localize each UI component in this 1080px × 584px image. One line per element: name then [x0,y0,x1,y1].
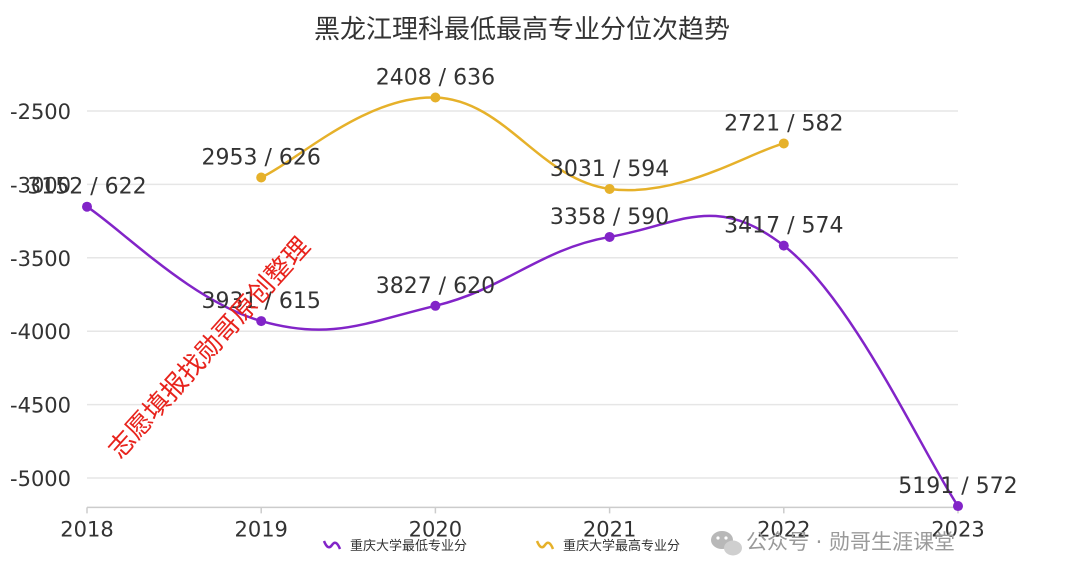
data-label: 3417 / 574 [724,214,843,239]
data-label: 3031 / 594 [550,157,669,182]
legend-symbol [322,540,342,550]
x-tick-label: 2019 [234,517,287,541]
x-tick-label: 2021 [583,517,636,541]
data-label: 2408 / 636 [376,65,495,90]
watermark-text: 志愿填报找勋哥原创整理 [103,232,317,465]
y-axis: -2500 -3000 -3500 -4000 -4500 -5000 [10,100,71,491]
series-layer [82,92,963,512]
data-point [604,183,615,194]
legend-label: 重庆大学最低专业分 [350,538,467,554]
y-tick-label: -4000 [10,320,71,344]
legend[interactable]: 重庆大学最低专业分 重庆大学最高专业分 [322,538,680,554]
footer: 公众号 · 勋哥生涯课堂 [711,530,955,556]
footer-text: 公众号 · 勋哥生涯课堂 [746,530,955,554]
x-tick-label: 2023 [931,517,984,541]
x-tick-label: 2020 [409,517,462,541]
data-point [778,240,789,251]
data-point [256,172,267,183]
data-label: 3931 / 615 [202,289,321,314]
data-point [430,300,441,311]
data-point [430,92,441,103]
data-label: 2953 / 626 [202,146,321,171]
data-label: 3152 / 622 [27,175,146,200]
data-point [778,138,789,149]
data-point [82,201,92,212]
data-label: 3827 / 620 [376,274,495,299]
y-tick-label: -5000 [10,467,71,491]
data-label: 2721 / 582 [724,111,843,136]
series-line-2 [260,96,785,192]
x-axis: 2018 2019 2020 2021 2022 2023 [60,506,985,541]
data-point [604,231,615,242]
wechat-icon [711,531,742,556]
chart-title: 黑龙江理科最低最高专业分位次趋势 [314,15,730,45]
legend-label: 重庆大学最高专业分 [563,538,680,554]
data-point [256,316,267,327]
data-label: 5191 / 572 [898,474,1017,499]
data-label: 3358 / 590 [550,205,669,230]
y-tick-label: -3500 [10,247,71,271]
legend-item-1[interactable]: 重庆大学最低专业分 [322,538,467,554]
x-tick-label: 2018 [60,517,113,541]
data-point [953,501,963,512]
x-tick-label: 2022 [757,517,810,541]
y-tick-label: -2500 [10,100,71,124]
data-labels: 3152 / 622 3931 / 615 3827 / 620 3358 / 590… [27,65,1017,499]
legend-symbol [535,540,555,550]
y-tick-label: -4500 [10,394,71,418]
series-line-1 [86,205,960,507]
y-tick-label: -3000 [10,173,71,197]
legend-item-2[interactable]: 重庆大学最高专业分 [535,538,680,554]
grid-lines [87,110,958,479]
